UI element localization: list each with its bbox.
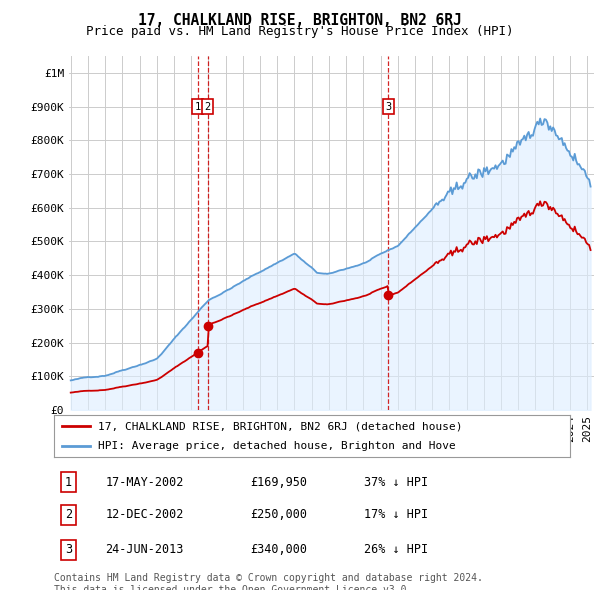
Text: £250,000: £250,000 [250,508,307,522]
Text: 2: 2 [205,101,211,112]
Text: 2: 2 [65,508,72,522]
Text: 1: 1 [65,476,72,489]
Text: 17, CHALKLAND RISE, BRIGHTON, BN2 6RJ: 17, CHALKLAND RISE, BRIGHTON, BN2 6RJ [138,13,462,28]
Text: 17-MAY-2002: 17-MAY-2002 [106,476,184,489]
Text: £340,000: £340,000 [250,543,307,556]
Text: 17% ↓ HPI: 17% ↓ HPI [364,508,428,522]
Text: 3: 3 [65,543,72,556]
Text: 3: 3 [385,101,392,112]
Text: 12-DEC-2002: 12-DEC-2002 [106,508,184,522]
Text: Contains HM Land Registry data © Crown copyright and database right 2024.
This d: Contains HM Land Registry data © Crown c… [54,573,483,590]
Text: 1: 1 [194,101,201,112]
Text: £169,950: £169,950 [250,476,307,489]
Text: 26% ↓ HPI: 26% ↓ HPI [364,543,428,556]
Text: 17, CHALKLAND RISE, BRIGHTON, BN2 6RJ (detached house): 17, CHALKLAND RISE, BRIGHTON, BN2 6RJ (d… [98,421,463,431]
Text: HPI: Average price, detached house, Brighton and Hove: HPI: Average price, detached house, Brig… [98,441,455,451]
Text: 24-JUN-2013: 24-JUN-2013 [106,543,184,556]
Text: 37% ↓ HPI: 37% ↓ HPI [364,476,428,489]
Text: Price paid vs. HM Land Registry's House Price Index (HPI): Price paid vs. HM Land Registry's House … [86,25,514,38]
